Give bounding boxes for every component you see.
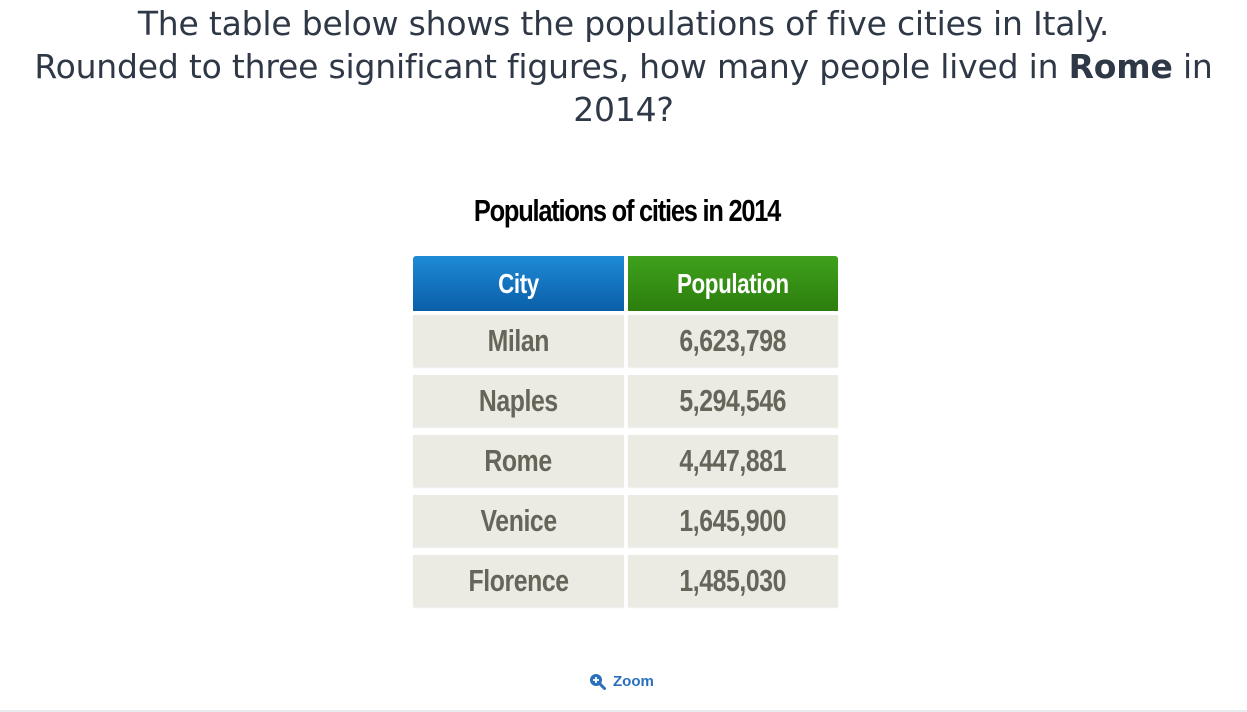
population-table: City Population Milan 6,623,798 Naples 5…: [413, 256, 838, 615]
city-cell: Venice: [413, 495, 624, 547]
population-cell: 4,447,881: [628, 435, 838, 487]
table-row: Naples 5,294,546: [413, 375, 838, 427]
city-name: Milan: [487, 323, 550, 358]
population-value: 1,485,030: [679, 563, 787, 598]
header-population-label: Population: [677, 267, 789, 299]
table-row: Florence 1,485,030: [413, 555, 838, 607]
city-cell: Florence: [413, 555, 624, 607]
population-value: 4,447,881: [679, 443, 787, 478]
zoom-button[interactable]: Zoom: [589, 673, 654, 690]
bottom-divider: [0, 710, 1247, 712]
population-value: 1,645,900: [679, 503, 787, 538]
city-cell: Rome: [413, 435, 624, 487]
question-line-2-suffix: in: [1172, 47, 1213, 86]
city-name: Florence: [468, 563, 569, 598]
population-cell: 1,485,030: [628, 555, 838, 607]
table-row: Rome 4,447,881: [413, 435, 838, 487]
zoom-label: Zoom: [613, 673, 654, 690]
city-name: Rome: [484, 443, 553, 478]
city-cell: Naples: [413, 375, 624, 427]
population-cell: 6,623,798: [628, 315, 838, 367]
population-cell: 5,294,546: [628, 375, 838, 427]
question-line-3: 2014?: [573, 90, 674, 129]
question-line-2-prefix: Rounded to three significant figures, ho…: [34, 47, 1069, 86]
header-city-label: City: [498, 267, 539, 299]
question-line-2: Rounded to three significant figures, ho…: [0, 45, 1247, 88]
table-header-row: City Population: [413, 256, 838, 311]
city-cell: Milan: [413, 315, 624, 367]
population-value: 5,294,546: [679, 383, 787, 418]
table-title: Populations of cities in 2014: [473, 193, 781, 228]
question-line-1: The table below shows the populations of…: [137, 4, 1110, 43]
header-city: City: [413, 256, 624, 311]
zoom-in-icon: [589, 673, 606, 690]
population-value: 6,623,798: [679, 323, 787, 358]
city-name: Venice: [480, 503, 557, 538]
question-emphasis-city: Rome: [1068, 47, 1173, 86]
table-row: Venice 1,645,900: [413, 495, 838, 547]
city-name: Naples: [479, 383, 558, 418]
table-row: Milan 6,623,798: [413, 315, 838, 367]
population-cell: 1,645,900: [628, 495, 838, 547]
question-text: The table below shows the populations of…: [0, 2, 1247, 131]
header-population: Population: [628, 256, 838, 311]
